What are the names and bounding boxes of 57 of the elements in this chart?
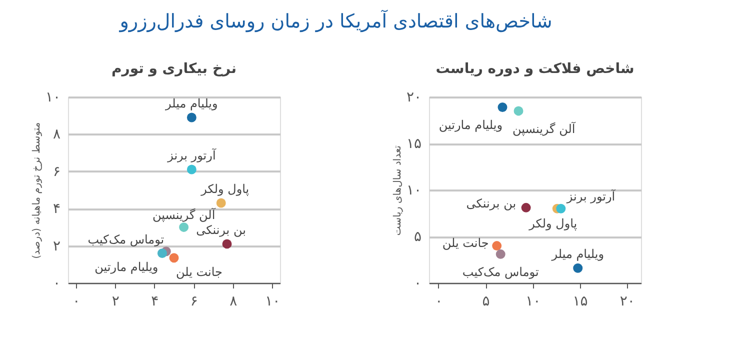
series-label: آرتور برنز	[166, 148, 216, 163]
x-tick-label: ۰	[72, 294, 80, 310]
point	[521, 202, 531, 212]
series-label: آلن گرینسپن	[152, 207, 216, 222]
x-tick-label: ۸	[230, 294, 238, 310]
series-label: پاول ولکر	[528, 216, 578, 231]
x-tick-label: ۲	[112, 294, 120, 310]
x-tick-label: ۲۰	[620, 294, 635, 310]
point	[498, 102, 508, 112]
series-label: ویلیام میلر	[164, 96, 218, 110]
series-label: بن برننکی	[196, 222, 246, 237]
y-axis-title: تعداد سال‌های ریاست	[392, 145, 404, 236]
point	[492, 241, 502, 251]
chart-title: نرخ بیکاری و تورم	[112, 61, 236, 77]
y-tick-label: ۱۰	[45, 90, 60, 106]
point	[216, 198, 226, 208]
y-tick-label: ۰	[414, 276, 422, 292]
x-tick-label: ۵	[482, 294, 490, 310]
y-tick-label: ۸	[52, 126, 61, 143]
y-tick-label: ۰	[52, 276, 60, 292]
point	[573, 263, 583, 273]
series-label: آلن گرینسپن	[512, 120, 576, 136]
series-label: پاول ولکر	[200, 182, 250, 196]
y-tick-label: ۶	[52, 164, 60, 180]
x-tick-label: ۴	[151, 294, 159, 310]
y-tick-label: ۱۵	[406, 136, 422, 152]
series-label: جانت یلن	[176, 264, 222, 279]
x-tick-label: ۰	[435, 294, 443, 310]
y-tick-label: ۲	[52, 238, 60, 254]
series-label: توماس مک‌کیب	[88, 232, 164, 246]
y-tick-label: ۱۰	[406, 182, 422, 198]
chart-title: شاخص فلاکت و دوره ریاست	[436, 61, 634, 77]
y-axis-title: متوسط نرخ تورم ماهیانه (درصد)	[31, 122, 42, 259]
series-label: آرتور برنز	[566, 188, 616, 204]
series-label: ویلیام میلر	[550, 247, 604, 262]
point	[157, 248, 167, 258]
point	[186, 112, 196, 122]
x-tick-label: ۶	[190, 294, 198, 310]
text: شاخص‌های اقتصادی آمریکا در زمان روسای فدرال‌رزرو	[118, 10, 552, 32]
series-label: بن برننکی	[466, 196, 516, 211]
point	[496, 249, 506, 259]
y-tick-label: ۲۰	[406, 90, 422, 106]
series-label: ویلیام مارتین	[94, 260, 158, 274]
point	[222, 239, 232, 249]
y-tick-label: ۴	[52, 201, 60, 218]
y-tick-label: ۵	[414, 229, 422, 245]
x-tick-label: ۱۰	[265, 294, 280, 310]
series-label: ویلیام مارتین	[438, 118, 502, 132]
x-tick-label: ۱۵	[572, 294, 588, 310]
point	[514, 106, 524, 116]
series-label: توماس مک‌کیب	[462, 265, 539, 280]
point	[169, 253, 179, 263]
point	[179, 222, 189, 232]
series-label: جانت یلن	[442, 236, 489, 250]
x-tick-label: ۱۰	[526, 294, 541, 310]
point	[186, 164, 196, 174]
point	[556, 204, 566, 214]
